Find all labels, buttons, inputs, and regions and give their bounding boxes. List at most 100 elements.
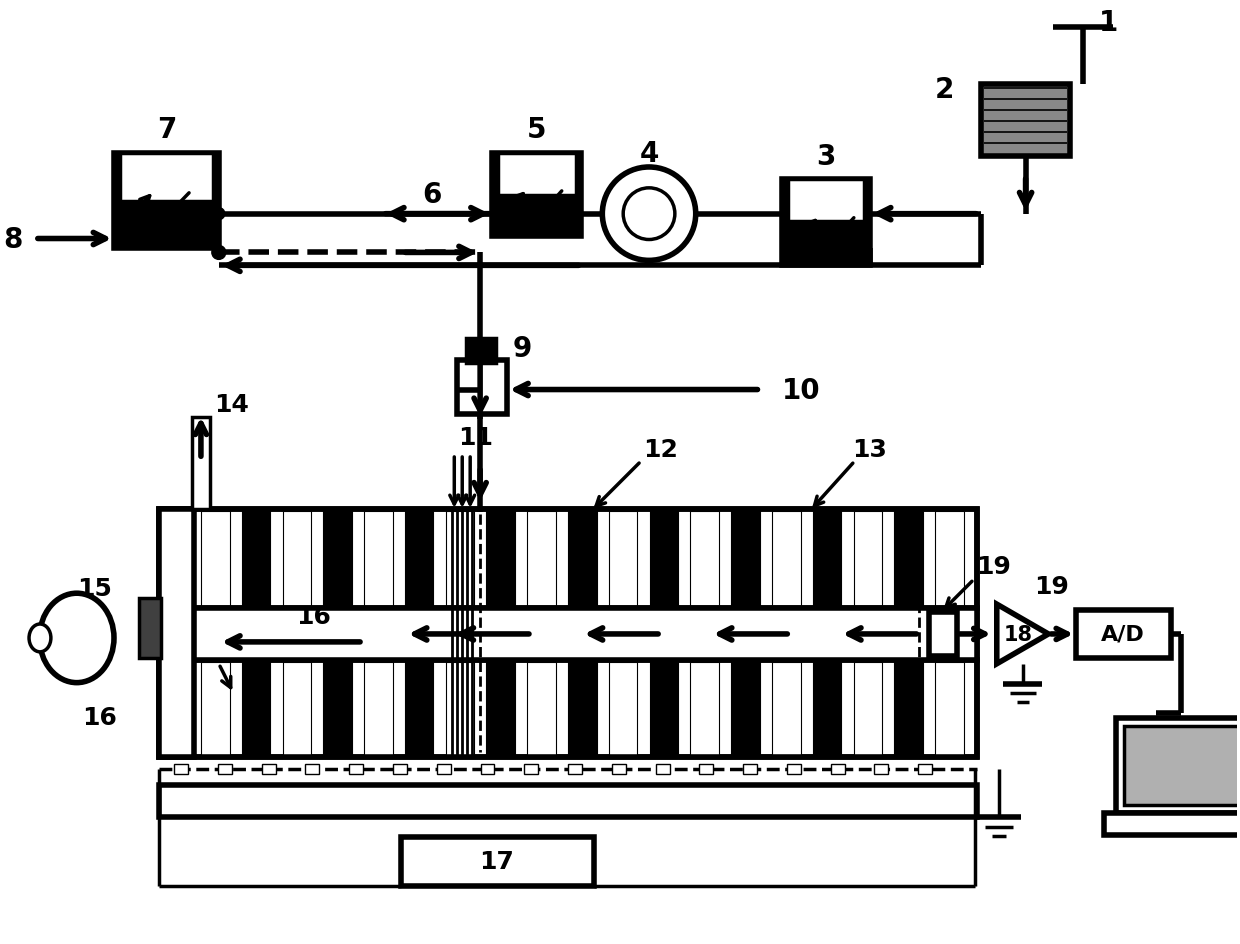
Bar <box>458 361 507 415</box>
Bar <box>305 765 320 774</box>
Text: 12: 12 <box>644 438 678 462</box>
FancyArrowPatch shape <box>219 666 231 688</box>
Bar <box>527 512 556 606</box>
Bar <box>218 765 232 774</box>
Bar <box>773 662 801 755</box>
Bar <box>486 662 515 755</box>
Text: 5: 5 <box>527 116 547 144</box>
Text: 1: 1 <box>1099 8 1117 37</box>
Bar <box>568 662 596 755</box>
Text: 18: 18 <box>1004 624 1033 644</box>
Bar <box>242 662 270 755</box>
Text: 8: 8 <box>4 226 24 253</box>
Circle shape <box>213 209 224 220</box>
Bar <box>159 509 977 609</box>
Bar <box>401 836 594 886</box>
Bar <box>1116 718 1240 813</box>
Bar <box>812 662 841 755</box>
Text: 3: 3 <box>816 143 836 171</box>
Bar <box>874 765 888 774</box>
Bar <box>160 662 188 755</box>
Bar <box>201 512 229 606</box>
Bar <box>159 509 193 757</box>
Text: 11: 11 <box>458 426 492 449</box>
Text: 4: 4 <box>640 140 658 168</box>
Bar <box>853 662 882 755</box>
Bar <box>498 154 575 195</box>
Bar <box>160 512 188 606</box>
Bar <box>365 662 393 755</box>
Bar <box>782 179 869 266</box>
Bar <box>445 512 474 606</box>
Ellipse shape <box>40 594 114 683</box>
Bar <box>159 660 977 757</box>
Bar <box>350 765 363 774</box>
Bar <box>568 765 582 774</box>
Bar <box>656 765 670 774</box>
Bar <box>120 154 213 201</box>
Text: 9: 9 <box>512 334 532 362</box>
Text: 10: 10 <box>782 376 821 404</box>
Bar <box>935 512 963 606</box>
Bar <box>929 613 957 656</box>
Bar <box>812 512 841 606</box>
Bar <box>174 765 188 774</box>
Bar <box>894 512 923 606</box>
Bar <box>787 765 801 774</box>
Text: 6: 6 <box>423 180 443 209</box>
Bar <box>405 512 434 606</box>
Text: 15: 15 <box>77 577 112 600</box>
Text: 7: 7 <box>157 116 177 144</box>
Circle shape <box>212 246 226 261</box>
Text: 19: 19 <box>976 555 1012 579</box>
Text: 19: 19 <box>1034 575 1069 598</box>
Circle shape <box>624 189 675 240</box>
Bar <box>139 598 161 658</box>
Bar <box>324 512 352 606</box>
Bar <box>159 609 977 660</box>
Bar <box>650 662 678 755</box>
Text: 14: 14 <box>215 393 249 417</box>
Bar <box>159 785 977 817</box>
Bar <box>773 512 801 606</box>
Bar <box>609 662 637 755</box>
Bar <box>611 765 626 774</box>
Bar <box>1076 611 1171 658</box>
Bar <box>527 662 556 755</box>
Bar <box>201 662 229 755</box>
Bar <box>831 765 844 774</box>
Bar <box>853 512 882 606</box>
Text: A/D: A/D <box>1101 624 1145 644</box>
Bar <box>894 662 923 755</box>
Bar <box>1123 727 1240 805</box>
Bar <box>324 662 352 755</box>
Bar <box>789 179 863 222</box>
Text: 16: 16 <box>82 706 117 730</box>
Bar <box>525 765 538 774</box>
Bar <box>919 765 932 774</box>
Bar <box>365 512 393 606</box>
Text: 17: 17 <box>480 850 515 873</box>
Bar <box>732 512 760 606</box>
Bar <box>445 662 474 755</box>
Bar <box>732 662 760 755</box>
Bar <box>262 765 275 774</box>
Bar <box>159 509 977 757</box>
Bar <box>691 662 719 755</box>
Circle shape <box>603 168 696 261</box>
Bar <box>436 765 450 774</box>
Text: 13: 13 <box>852 438 887 462</box>
Bar <box>492 154 582 236</box>
Bar <box>650 512 678 606</box>
Bar <box>405 662 434 755</box>
Bar <box>466 339 496 363</box>
Polygon shape <box>997 604 1049 664</box>
Bar <box>481 765 495 774</box>
Text: 16: 16 <box>296 604 331 629</box>
Bar <box>609 512 637 606</box>
Bar <box>486 512 515 606</box>
Ellipse shape <box>29 624 51 652</box>
Bar <box>242 512 270 606</box>
Bar <box>743 765 758 774</box>
Bar <box>935 662 963 755</box>
